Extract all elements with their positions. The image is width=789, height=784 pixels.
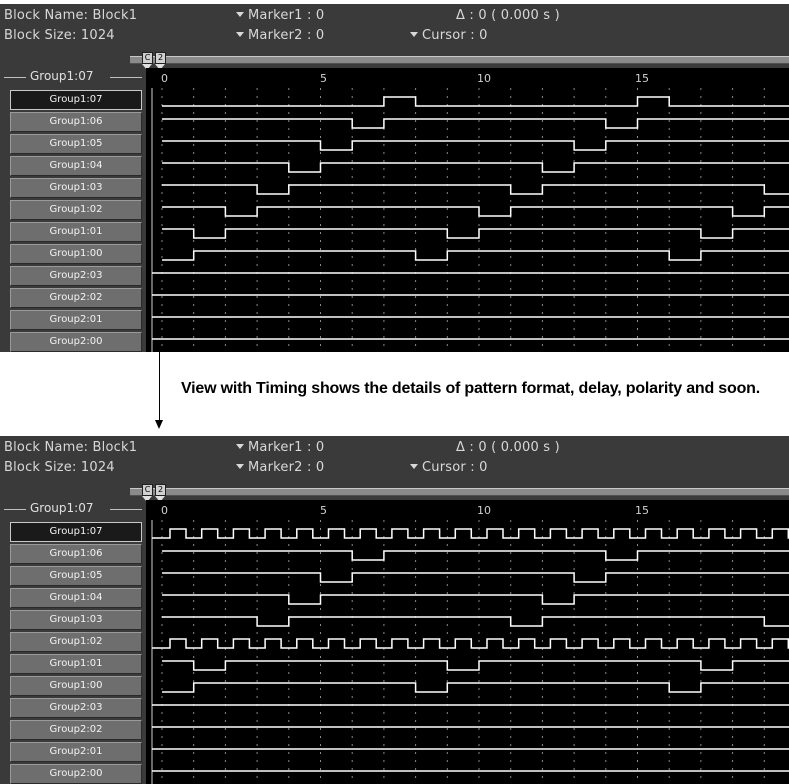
dropdown-arrow-icon [410, 32, 418, 37]
tick-label-5: 5 [320, 504, 327, 517]
signal-trace [162, 228, 789, 239]
signal-label-group1-03[interactable]: Group1:03 [10, 610, 142, 630]
signal-label-group2-01[interactable]: Group2:01 [10, 310, 142, 330]
cursor-marker-handle[interactable]: C [142, 484, 153, 496]
arrow-down-icon [155, 420, 163, 429]
tick-label-0: 0 [161, 504, 168, 517]
pattern-view-top: Block Name: Block1 Block Size: 1024 Mark… [0, 4, 789, 352]
signal-label-group2-03[interactable]: Group2:03 [10, 698, 142, 718]
divider [4, 509, 26, 510]
signal-label-group1-02[interactable]: Group1:02 [10, 632, 142, 652]
waveform-background [146, 500, 789, 784]
tick-label-0: 0 [161, 72, 168, 85]
delta-readout: Δ : 0 ( 0.000 s ) [456, 8, 560, 23]
signal-traces [152, 96, 789, 340]
signal-trace [162, 616, 789, 627]
waveform-area[interactable]: 0 5 10 15 [146, 68, 789, 352]
dropdown-arrow-icon [236, 444, 244, 449]
dropdown-arrow-icon [410, 464, 418, 469]
marker2-handle[interactable]: 2 [155, 484, 166, 496]
signal-label-group1-05[interactable]: Group1:05 [10, 134, 142, 154]
marker2-pointer-icon [155, 496, 165, 502]
signal-label-group2-03[interactable]: Group2:03 [10, 266, 142, 286]
waveform-area[interactable]: 0 5 10 15 [146, 500, 789, 784]
signal-label-group1-04[interactable]: Group1:04 [10, 156, 142, 176]
signal-label-group2-02[interactable]: Group2:02 [10, 720, 142, 740]
delta-readout: Δ : 0 ( 0.000 s ) [456, 440, 560, 455]
signal-label-group1-03[interactable]: Group1:03 [10, 178, 142, 198]
cursor-marker-handle[interactable]: C [142, 52, 153, 64]
tick-label-5: 5 [320, 72, 327, 85]
timeline-scrollbar[interactable] [130, 488, 789, 496]
timeline-scrollbar[interactable] [130, 56, 789, 64]
signal-trace [162, 250, 789, 261]
transition-arrow [159, 352, 160, 422]
signal-label-group1-02[interactable]: Group1:02 [10, 200, 142, 220]
signal-label-group1-01[interactable]: Group1:01 [10, 654, 142, 674]
time-grid [151, 88, 765, 352]
marker2-readout[interactable]: Marker2 : 0 [236, 460, 324, 475]
signal-trace [162, 96, 789, 107]
marker2-pointer-icon [155, 64, 165, 70]
dropdown-arrow-icon [236, 464, 244, 469]
signal-label-group1-07[interactable]: Group1:07 [10, 90, 142, 110]
caption: View with Timing shows the details of pa… [181, 380, 760, 397]
signal-trace [152, 528, 789, 539]
signal-trace [162, 660, 789, 671]
tick-label-10: 10 [477, 504, 491, 517]
cursor-readout[interactable]: Cursor : 0 [410, 460, 488, 475]
pattern-view-timing: Block Name: Block1 Block Size: 1024 Mark… [0, 436, 789, 784]
signal-label-group1-05[interactable]: Group1:05 [10, 566, 142, 586]
block-name: Block Name: Block1 [4, 8, 138, 23]
marker2-handle[interactable]: 2 [155, 52, 166, 64]
signal-label-group1-06[interactable]: Group1:06 [10, 112, 142, 132]
divider [4, 77, 26, 78]
signal-trace [162, 572, 789, 583]
signal-label-group2-00[interactable]: Group2:00 [10, 332, 142, 352]
signal-trace [162, 594, 789, 605]
signal-label-group1-01[interactable]: Group1:01 [10, 222, 142, 242]
signal-label-group2-01[interactable]: Group2:01 [10, 742, 142, 762]
tick-label-10: 10 [477, 72, 491, 85]
divider [110, 509, 142, 510]
block-size: Block Size: 1024 [4, 460, 115, 475]
signal-trace [162, 550, 789, 561]
signal-label-group1-04[interactable]: Group1:04 [10, 588, 142, 608]
waveform-background [146, 68, 789, 352]
signal-trace [152, 638, 789, 649]
marker1-readout[interactable]: Marker1 : 0 [236, 440, 324, 455]
cursor-marker-pointer-icon [142, 496, 152, 502]
group-header: Group1:07 [0, 68, 146, 86]
signal-label-group1-00[interactable]: Group1:00 [10, 676, 142, 696]
block-size: Block Size: 1024 [4, 28, 115, 43]
signal-trace [162, 206, 789, 217]
signal-traces [152, 528, 789, 772]
signal-label-group1-07[interactable]: Group1:07 [10, 522, 142, 542]
signal-trace [162, 140, 789, 151]
cursor-marker-pointer-icon [142, 64, 152, 70]
marker1-readout[interactable]: Marker1 : 0 [236, 8, 324, 23]
block-name: Block Name: Block1 [4, 440, 138, 455]
signal-label-group1-06[interactable]: Group1:06 [10, 544, 142, 564]
marker2-readout[interactable]: Marker2 : 0 [236, 28, 324, 43]
divider [110, 77, 142, 78]
time-grid [151, 520, 765, 784]
signal-label-group2-00[interactable]: Group2:00 [10, 764, 142, 784]
signal-label-group2-02[interactable]: Group2:02 [10, 288, 142, 308]
dropdown-arrow-icon [236, 32, 244, 37]
dropdown-arrow-icon [236, 12, 244, 17]
signal-trace [162, 118, 789, 129]
tick-label-15: 15 [635, 72, 649, 85]
cursor-readout[interactable]: Cursor : 0 [410, 28, 488, 43]
signal-label-group1-00[interactable]: Group1:00 [10, 244, 142, 264]
signal-trace [162, 184, 789, 195]
tick-label-15: 15 [635, 504, 649, 517]
signal-trace [162, 682, 789, 693]
group-header: Group1:07 [0, 500, 146, 518]
signal-trace [162, 162, 789, 173]
